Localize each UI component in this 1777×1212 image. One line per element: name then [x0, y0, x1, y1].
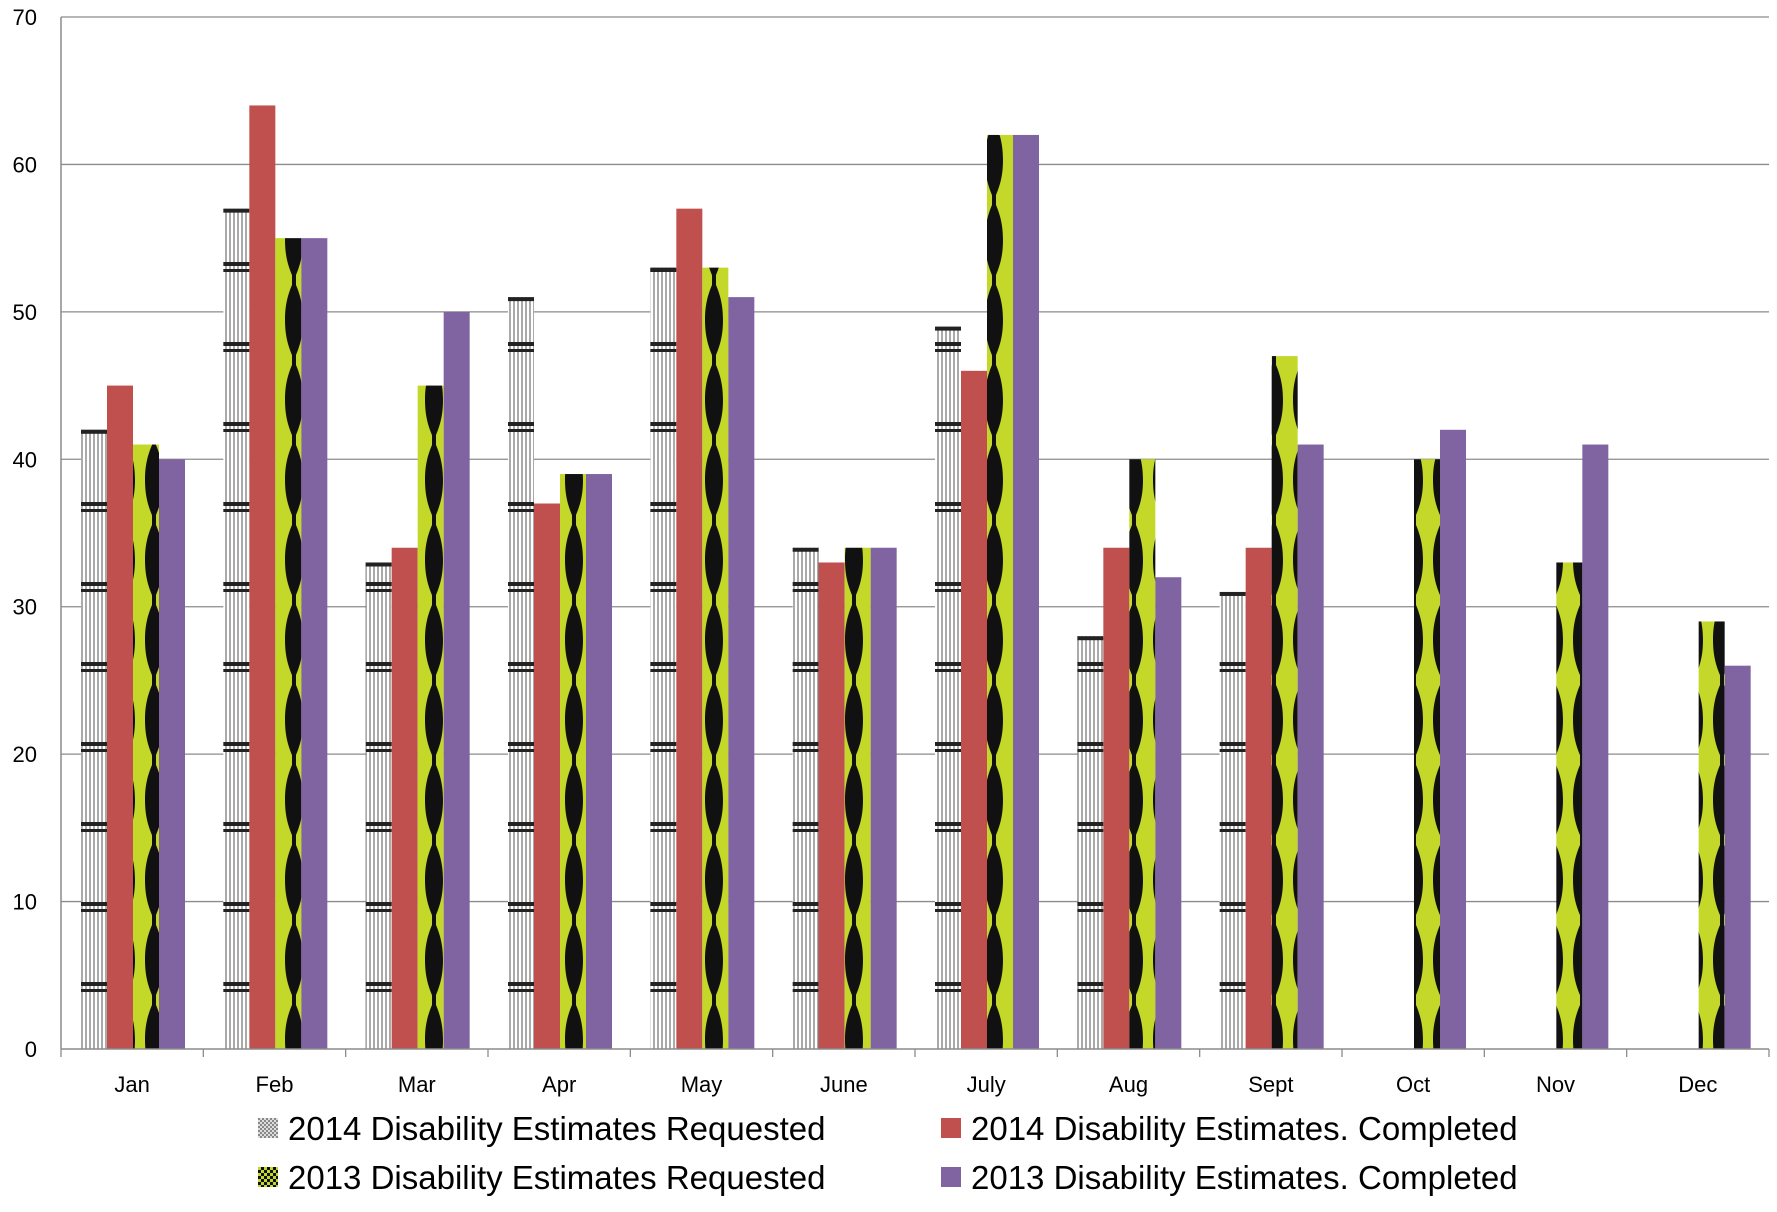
- bar-cap: [1219, 591, 1246, 596]
- legend-label-2014-completed: 2014 Disability Estimates. Completed: [971, 1110, 1518, 1147]
- legend-label-2013-completed: 2013 Disability Estimates. Completed: [971, 1159, 1518, 1196]
- y-tick-label: 30: [13, 595, 37, 620]
- legend-swatch-2013-requested: [258, 1167, 278, 1187]
- y-tick-label: 40: [13, 447, 37, 472]
- bar-cap: [650, 267, 677, 272]
- bar-2014-disability-estimates-requested-jan: [81, 429, 107, 1049]
- bar-2014-disability-estimates-completed-feb: [249, 105, 276, 1049]
- x-tick-label: Aug: [1109, 1072, 1148, 1097]
- y-tick-label: 0: [25, 1037, 37, 1062]
- bar-2013-disability-estimates-requested-june: [844, 547, 871, 1049]
- bars-group: [81, 105, 1751, 1050]
- bar-2014-disability-estimates-requested-feb: [223, 208, 250, 1049]
- bar-2013-disability-estimates-completed-mar: [443, 311, 470, 1049]
- legend: 2014 Disability Estimates Requested 2014…: [258, 1110, 1518, 1196]
- x-tick-label: May: [681, 1072, 723, 1097]
- bar-2014-disability-estimates-requested-july: [935, 326, 961, 1050]
- bar-2013-disability-estimates-completed-dec: [1724, 665, 1751, 1049]
- y-tick-label: 70: [13, 5, 37, 30]
- x-tick-label: Apr: [542, 1072, 576, 1097]
- x-tick-label: Sept: [1248, 1072, 1293, 1097]
- y-tick-label: 60: [13, 152, 37, 177]
- y-tick-label: 10: [13, 890, 37, 915]
- bar-2013-disability-estimates-requested-dec: [1698, 621, 1725, 1049]
- bar-2013-disability-estimates-requested-apr: [560, 474, 586, 1049]
- bar-2013-disability-estimates-completed-apr: [586, 474, 612, 1049]
- legend-entry-2014-requested: 2014 Disability Estimates Requested: [258, 1110, 825, 1147]
- bar-cap: [792, 547, 819, 552]
- bar-2013-disability-estimates-completed-jan: [159, 459, 185, 1049]
- y-tick-label: 50: [13, 300, 37, 325]
- x-tick-label: Mar: [398, 1072, 436, 1097]
- bar-2014-disability-estimates-completed-july: [961, 370, 987, 1049]
- bar-2013-disability-estimates-requested-jan: [133, 444, 159, 1049]
- bar-2014-disability-estimates-requested-aug: [1077, 636, 1104, 1049]
- x-tick-label: Nov: [1536, 1072, 1575, 1097]
- x-tick-label: Jan: [114, 1072, 149, 1097]
- bar-2013-disability-estimates-completed-feb: [301, 238, 328, 1050]
- legend-label-2014-requested: 2014 Disability Estimates Requested: [288, 1110, 825, 1147]
- y-axis-tick-labels: 0 10 20 30 40 50 60 70: [13, 5, 37, 1062]
- bar-2014-disability-estimates-requested-may: [650, 267, 677, 1050]
- bar-cap: [81, 429, 107, 434]
- bar-2013-disability-estimates-requested-may: [702, 267, 729, 1050]
- legend-swatch-2013-completed: [941, 1167, 961, 1187]
- bar-2014-disability-estimates-completed-jan: [107, 385, 133, 1050]
- bar-2013-disability-estimates-requested-july: [987, 134, 1013, 1049]
- legend-swatch-2014-requested: [258, 1118, 278, 1138]
- legend-swatch-2014-completed: [941, 1118, 961, 1138]
- legend-entry-2013-requested: 2013 Disability Estimates Requested: [258, 1159, 825, 1196]
- bar-2014-disability-estimates-requested-june: [792, 547, 819, 1049]
- bar-2013-disability-estimates-completed-nov: [1582, 444, 1609, 1049]
- bar-2013-disability-estimates-completed-sept: [1297, 444, 1324, 1049]
- x-tick-label: June: [820, 1072, 868, 1097]
- y-tick-label: 20: [13, 742, 37, 767]
- bar-cap: [935, 326, 961, 331]
- bar-2013-disability-estimates-requested-oct: [1414, 459, 1440, 1049]
- bar-2013-disability-estimates-requested-aug: [1129, 459, 1156, 1049]
- bar-cap: [1077, 636, 1104, 641]
- x-tick-label: Oct: [1396, 1072, 1430, 1097]
- bar-2013-disability-estimates-requested-sept: [1271, 356, 1298, 1050]
- bar-2014-disability-estimates-requested-apr: [508, 297, 534, 1050]
- bar-2013-disability-estimates-requested-mar: [417, 385, 444, 1050]
- x-tick-label: July: [967, 1072, 1006, 1097]
- bar-2014-disability-estimates-completed-sept: [1245, 547, 1272, 1049]
- bar-cap: [508, 297, 534, 302]
- bar-2014-disability-estimates-completed-june: [818, 562, 845, 1049]
- gridlines: [61, 16, 1769, 903]
- legend-entry-2014-completed: 2014 Disability Estimates. Completed: [941, 1110, 1518, 1147]
- bar-2014-disability-estimates-requested-sept: [1219, 591, 1246, 1049]
- legend-label-2013-requested: 2013 Disability Estimates Requested: [288, 1159, 825, 1196]
- bar-2013-disability-estimates-completed-july: [1013, 134, 1039, 1049]
- bar-2014-disability-estimates-completed-aug: [1103, 547, 1130, 1049]
- bar-2013-disability-estimates-completed-oct: [1440, 429, 1466, 1049]
- bar-cap: [365, 562, 392, 567]
- x-tick-label: Feb: [256, 1072, 294, 1097]
- bar-2013-disability-estimates-completed-may: [728, 297, 755, 1050]
- legend-entry-2013-completed: 2013 Disability Estimates. Completed: [941, 1159, 1518, 1196]
- bar-2014-disability-estimates-requested-mar: [365, 562, 392, 1049]
- x-axis-tick-labels: Jan Feb Mar Apr May June July Aug Sept Oct Nov Dec: [114, 1072, 1717, 1097]
- bar-2014-disability-estimates-completed-mar: [391, 547, 418, 1049]
- bar-2014-disability-estimates-completed-may: [676, 208, 703, 1049]
- x-tick-label: Dec: [1678, 1072, 1717, 1097]
- bar-2013-disability-estimates-requested-feb: [275, 238, 302, 1050]
- bar-2013-disability-estimates-completed-aug: [1155, 577, 1182, 1049]
- axes: [60, 17, 1770, 1057]
- bar-2013-disability-estimates-completed-june: [870, 547, 897, 1049]
- bar-2013-disability-estimates-requested-nov: [1556, 562, 1583, 1049]
- bar-cap: [223, 208, 250, 213]
- bar-2014-disability-estimates-completed-apr: [534, 503, 560, 1049]
